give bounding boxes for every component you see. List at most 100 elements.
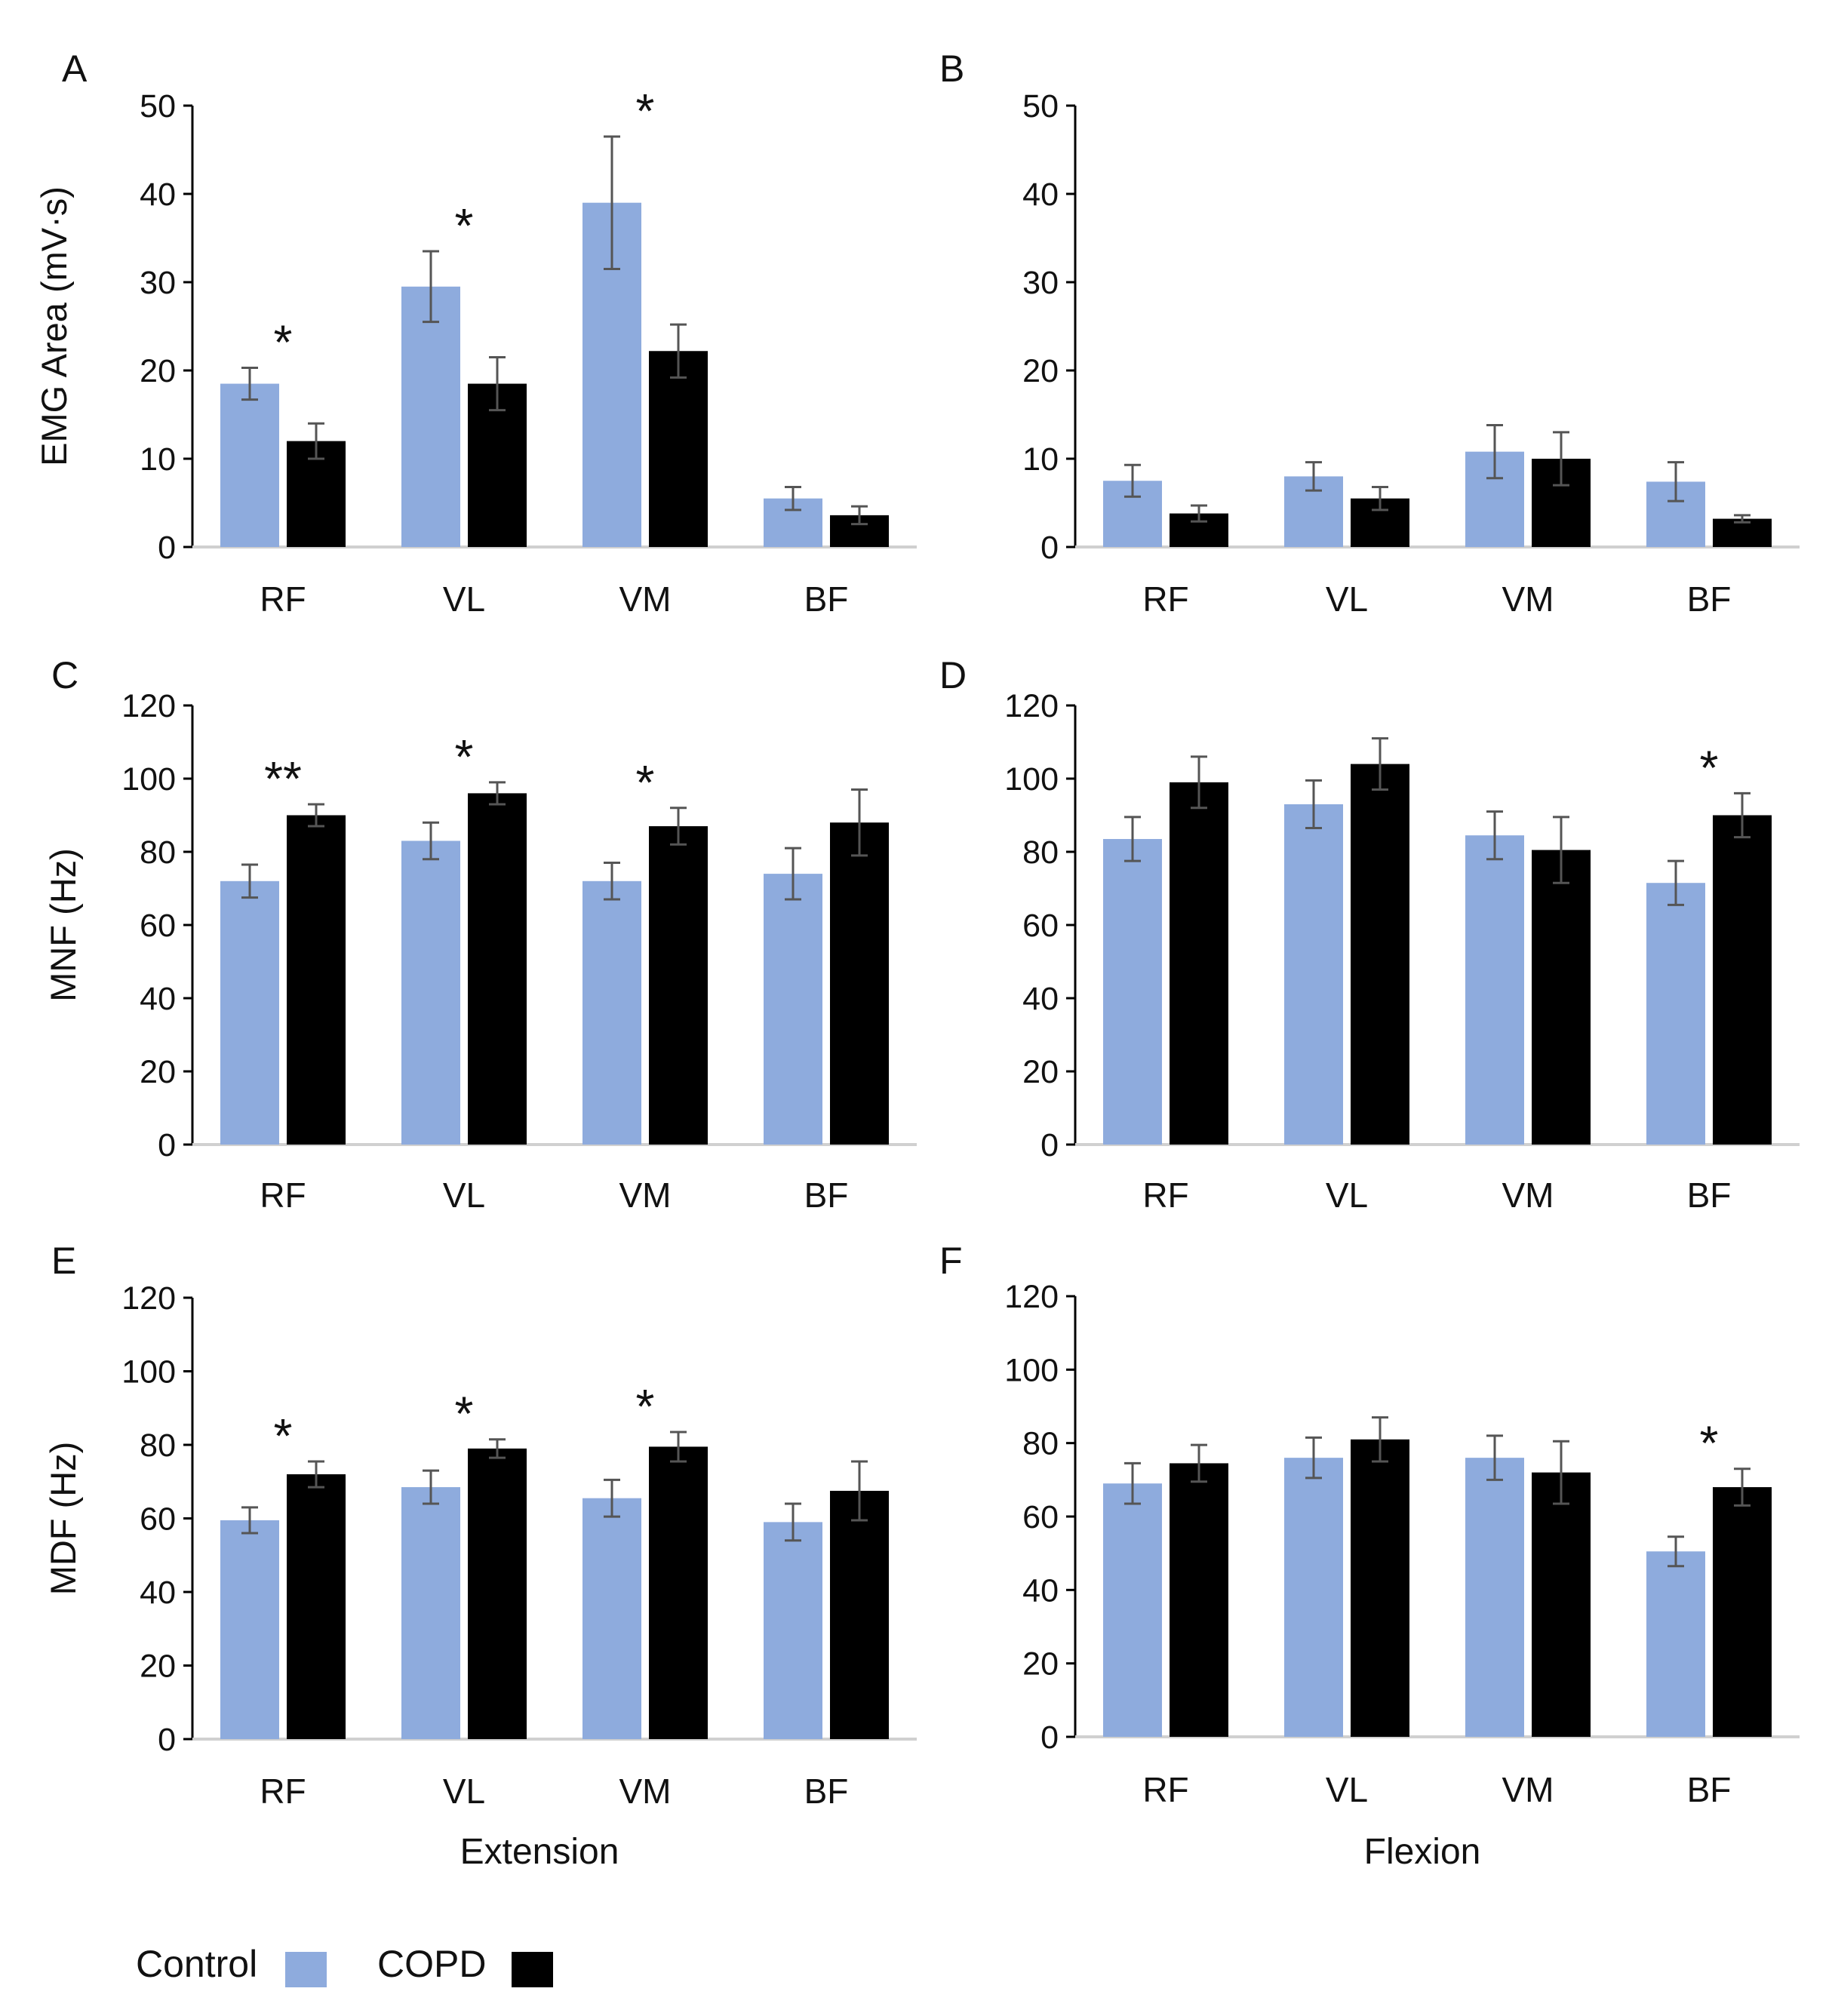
panel-d-bar-copd-rf [1170,782,1228,1145]
panel-e-category-label: VM [619,1772,672,1811]
panel-c-category-label: VM [619,1175,672,1215]
panel-e-tick-label: 0 [158,1722,176,1758]
legend-copd-label: COPD [377,1943,486,1985]
panel-f-tick-label: 40 [1022,1572,1059,1609]
panel-e-tick-label: 120 [121,1280,176,1317]
panel-e-bar-control-bf [764,1522,822,1739]
panel-e-significance-marker: * [636,1379,655,1434]
panel-b: B 0 10 20 30 40 50 RF VL VM BF [939,48,1800,619]
panel-a-significance-marker: * [636,84,655,138]
panel-b-tick-label: 10 [1022,441,1059,478]
panel-f-bar-copd-bf [1713,1487,1772,1737]
panel-f-bar-copd-rf [1170,1463,1228,1737]
panel-c-tick-label: 20 [140,1054,176,1090]
panel-c-bar-copd-rf [287,815,346,1145]
panel-c-tick-label: 40 [140,981,176,1017]
panel-f-bar-control-vl [1284,1458,1343,1737]
panel-c-significance-marker: * [636,755,655,810]
legend-control-swatch [285,1952,327,1987]
panel-a-significance-marker: * [274,315,293,369]
panel-c-y-label: MNF (Hz) [43,848,83,1002]
panel-e-tick-label: 100 [121,1354,176,1391]
panel-c-tick-label: 120 [121,688,176,724]
panel-a-tick-label: 40 [140,177,176,213]
panel-f-tick-label: 100 [1004,1352,1059,1388]
panel-f-bar-control-rf [1103,1483,1162,1737]
panel-f-bar-copd-vm [1532,1472,1591,1737]
panel-d-bar-control-vm [1465,835,1524,1145]
panel-b-tick-label: 0 [1040,530,1059,566]
panel-e-y-label: MDF (Hz) [43,1442,83,1596]
panel-f: F 0 20 40 60 80 100 120 RF VL VM BF * Flexion [939,1240,1800,1872]
panel-a-tick-label: 0 [158,530,176,566]
panel-f-category-label: BF [1687,1770,1732,1809]
panel-d-bar-control-vl [1284,804,1343,1145]
panel-a-tick-label: 20 [140,353,176,389]
panel-a-tick-label: 50 [140,88,176,124]
panel-a-significance-marker: * [455,198,474,253]
panel-f-bar-control-bf [1646,1551,1705,1737]
legend-copd-swatch [512,1952,553,1987]
panel-d-letter: D [939,654,967,696]
panel-d-significance-marker: * [1700,740,1719,794]
legend: Control COPD [136,1943,553,1987]
panel-c-bar-copd-bf [830,822,889,1145]
panel-c-letter: C [51,654,78,696]
panel-d-tick-label: 60 [1022,908,1059,944]
panel-e-tick-label: 80 [140,1427,176,1464]
panel-f-significance-marker: * [1700,1416,1719,1471]
panel-e: E 0 20 40 60 80 100 120 MDF (Hz) RF * VL * VM * BF Exten… [43,1240,917,1872]
panel-b-tick-label: 50 [1022,88,1059,124]
panel-a-category-label: VM [619,579,672,619]
panel-d-bar-copd-bf [1713,815,1772,1145]
panel-d-tick-label: 120 [1004,688,1059,724]
panel-d-category-label: RF [1142,1175,1188,1215]
panel-d-bar-control-bf [1646,883,1705,1145]
panel-f-tick-label: 120 [1004,1279,1059,1315]
panel-b-category-label: RF [1142,579,1188,619]
panel-a-category-label: VL [443,579,485,619]
legend-control-label: Control [136,1943,257,1985]
panel-d-bar-copd-vm [1532,850,1591,1145]
panel-e-category-label: RF [260,1772,306,1811]
panel-c-tick-label: 60 [140,908,176,944]
panel-a-bar-copd-vm [649,351,708,547]
panel-f-category-label: RF [1142,1770,1188,1809]
panel-e-x-label: Extension [460,1832,619,1872]
panel-e-tick-label: 60 [140,1501,176,1538]
panel-f-letter: F [939,1240,963,1282]
panel-e-bar-control-vm [582,1498,641,1739]
panel-c-category-label: BF [804,1175,849,1215]
panel-a: A 0 10 20 30 40 50 EMG Area (mV·s) RF * VL * VM * BF [34,48,917,619]
panel-f-tick-label: 0 [1040,1719,1059,1756]
panel-e-bar-copd-vl [468,1448,527,1739]
panel-f-category-label: VL [1326,1770,1368,1809]
panel-b-category-label: VL [1326,579,1368,619]
panel-d-tick-label: 0 [1040,1127,1059,1163]
panel-a-category-label: RF [260,579,306,619]
panel-e-category-label: BF [804,1772,849,1811]
panel-d-category-label: VL [1326,1175,1368,1215]
panel-d-category-label: VM [1502,1175,1554,1215]
panel-c-significance-marker: ** [264,751,302,806]
chart-panels: A 0 10 20 30 40 50 EMG Area (mV·s) RF * VL * VM * BF B 0… [34,48,1800,1872]
panel-d-bar-control-rf [1103,839,1162,1145]
panel-d: D 0 20 40 60 80 100 120 RF VL VM BF * [939,654,1800,1215]
panel-d-category-label: BF [1687,1175,1732,1215]
panel-e-significance-marker: * [274,1409,293,1463]
panel-d-bar-copd-vl [1351,764,1409,1145]
panel-b-bar-copd-bf [1713,518,1772,547]
panel-d-tick-label: 80 [1022,834,1059,871]
panel-c-bar-copd-vl [468,793,527,1145]
panel-e-letter: E [51,1240,76,1282]
panel-f-tick-label: 60 [1022,1499,1059,1535]
panel-b-tick-label: 20 [1022,353,1059,389]
panel-a-y-label: EMG Area (mV·s) [34,186,74,466]
panel-a-tick-label: 10 [140,441,176,478]
panel-b-tick-label: 30 [1022,265,1059,301]
panel-f-bar-copd-vl [1351,1439,1409,1737]
panel-e-tick-label: 20 [140,1649,176,1685]
panel-c: C 0 20 40 60 80 100 120 MNF (Hz) RF ** VL * VM * BF [43,654,917,1215]
panel-c-tick-label: 100 [121,761,176,797]
